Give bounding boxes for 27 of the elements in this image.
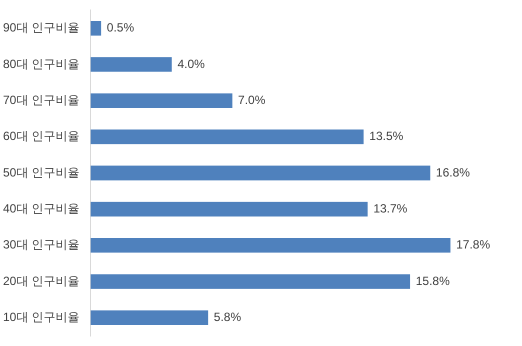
data-label: 7.0% (238, 92, 266, 107)
y-tick-label: 70대 인구비율 (2, 92, 80, 107)
data-label: 4.0% (177, 56, 206, 71)
bar (90, 310, 208, 326)
bar (90, 202, 368, 217)
bar (90, 93, 232, 108)
bar (90, 129, 364, 144)
bar (90, 20, 102, 36)
data-label: 16.8% (436, 165, 470, 180)
data-label: 17.8% (456, 238, 490, 252)
data-label: 0.5% (106, 20, 134, 35)
y-tick-label: 20대 인구비율 (2, 274, 80, 288)
data-label: 13.5% (369, 129, 404, 144)
bar (90, 238, 450, 253)
data-label: 15.8% (416, 274, 450, 288)
y-tick-label: 90대 인구비율 (2, 20, 80, 35)
y-tick-label: 60대 인구비율 (2, 129, 80, 144)
y-tick-label: 10대 인구비율 (2, 310, 80, 324)
data-label: 5.8% (214, 310, 242, 324)
y-tick-label: 40대 인구비율 (2, 201, 80, 216)
data-label: 13.7% (373, 201, 408, 216)
y-tick-label: 50대 인구비율 (2, 165, 80, 180)
bar (90, 274, 410, 289)
y-tick-label: 30대 인구비율 (2, 238, 80, 252)
y-tick-label: 80대 인구비율 (2, 56, 80, 71)
bar (90, 57, 172, 72)
bar (90, 166, 430, 180)
